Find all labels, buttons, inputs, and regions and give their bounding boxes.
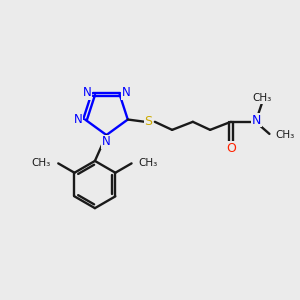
Text: S: S [145,115,152,128]
Text: N: N [122,86,130,100]
Text: N: N [82,86,91,100]
Text: CH₃: CH₃ [253,93,272,103]
Text: CH₃: CH₃ [276,130,295,140]
Text: N: N [74,113,82,126]
Text: N: N [102,135,111,148]
Text: N: N [252,114,262,127]
Text: CH₃: CH₃ [32,158,51,168]
Text: CH₃: CH₃ [139,158,158,168]
Text: O: O [226,142,236,155]
